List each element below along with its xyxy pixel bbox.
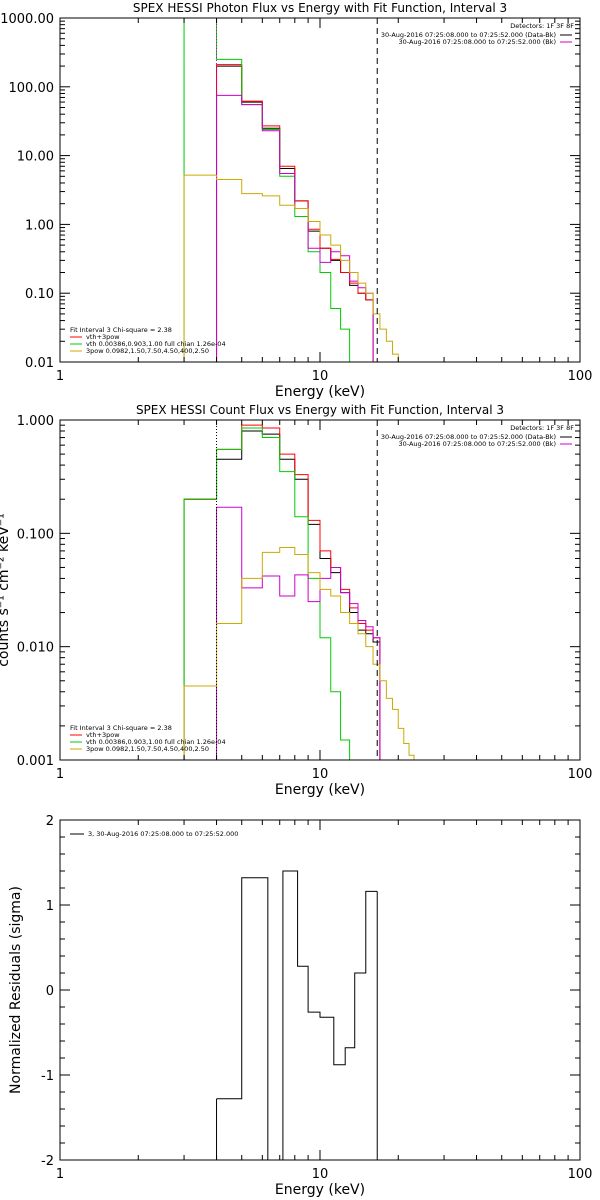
series-0-line: [183, 430, 381, 760]
legend-detectors: Detectors: 1F 3F 8F: [510, 22, 574, 30]
plot-frame: [59, 819, 581, 1161]
x-tick-label: 1: [56, 767, 64, 782]
legend-entry-text: 30-Aug-2016 07:25:08.000 to 07:25:52.000…: [399, 440, 556, 448]
legend-residual-text: 3, 30-Aug-2016 07:25:08.000 to 07:25:52.…: [88, 830, 238, 838]
legend-entry-text: 30-Aug-2016 07:25:08.000 to 07:25:52.000…: [381, 31, 556, 39]
series-0-line: [216, 870, 378, 1160]
series-2-line: [183, 18, 359, 362]
series-3-line: [216, 506, 381, 760]
plot-frame: [59, 17, 581, 363]
y-tick-label: -1: [41, 1069, 54, 1084]
x-tick-label: 10: [312, 767, 329, 782]
x-axis-label: Energy (keV): [275, 782, 365, 798]
legend-fit-title: Fit Interval 3 Chi-square = 2.38: [70, 326, 172, 334]
plot-area-2: [216, 870, 378, 1160]
y-tick-label: 1.000: [17, 414, 54, 429]
y-tick-label: 1000.00: [0, 12, 54, 27]
y-tick-label: 0: [46, 984, 54, 999]
series-4-line: [183, 174, 405, 362]
legend-fit-text: vth 0.00386,0.903,1.00 full chian 1.26e-…: [86, 738, 226, 746]
chart-title: SPEX HESSI Photon Flux vs Energy with Fi…: [133, 1, 507, 15]
legend-detectors: Detectors: 1F 3F 8F: [510, 424, 574, 432]
y-tick-label: 0.010: [17, 641, 54, 656]
legend-fit-text: 3pow 0.0982,1.50,7.50,4.50,400,2.50: [86, 347, 209, 355]
series-2-line: [183, 427, 351, 760]
x-tick-label: 10: [312, 1167, 329, 1182]
plot-area-0: [183, 18, 405, 362]
legend-entry-text: 30-Aug-2016 07:25:08.000 to 07:25:52.000…: [399, 38, 556, 46]
x-tick-label: 100: [568, 1167, 593, 1182]
y-axis-label: counts s⁻¹ cm⁻² keV⁻¹: [0, 513, 12, 667]
legend-fit-text: 3pow 0.0982,1.50,7.50,4.50,400,2.50: [86, 745, 209, 753]
y-tick-label: 2: [46, 814, 54, 829]
x-tick-label: 1: [56, 1167, 64, 1182]
y-tick-label: 100.00: [9, 81, 55, 96]
chart-title: SPEX HESSI Count Flux vs Energy with Fit…: [136, 403, 504, 417]
series-3-line: [216, 94, 374, 362]
y-tick-label: 0.01: [25, 356, 54, 371]
plot-area-1: [183, 420, 424, 760]
x-tick-label: 1: [56, 369, 64, 384]
legend-fit-text: vth+3pow: [86, 731, 120, 739]
y-tick-label: 1.00: [25, 218, 54, 233]
legend-fit-text: vth+3pow: [86, 333, 120, 341]
y-tick-label: 0.10: [25, 287, 54, 302]
y-axis-label: Normalized Residuals (sigma): [8, 886, 24, 1094]
legend-entry-text: 30-Aug-2016 07:25:08.000 to 07:25:52.000…: [381, 433, 556, 441]
y-tick-label: 10.00: [17, 150, 54, 165]
y-tick-label: 0.100: [17, 527, 54, 542]
legend-fit-text: vth 0.00386,0.903,1.00 full chian 1.26e-…: [86, 340, 226, 348]
x-tick-label: 100: [568, 369, 593, 384]
y-tick-label: 0.001: [17, 754, 54, 769]
series-1-line: [183, 424, 381, 760]
plot-frame: [59, 419, 581, 761]
y-tick-label: 1: [46, 899, 54, 914]
y-tick-label: -2: [41, 1154, 54, 1169]
x-axis-label: Energy (keV): [275, 1182, 365, 1198]
legend-fit-title: Fit Interval 3 Chi-square = 2.38: [70, 724, 172, 732]
series-4-line: [183, 546, 424, 760]
x-tick-label: 10: [312, 369, 329, 384]
x-tick-label: 100: [568, 767, 593, 782]
x-axis-label: Energy (keV): [275, 384, 365, 400]
